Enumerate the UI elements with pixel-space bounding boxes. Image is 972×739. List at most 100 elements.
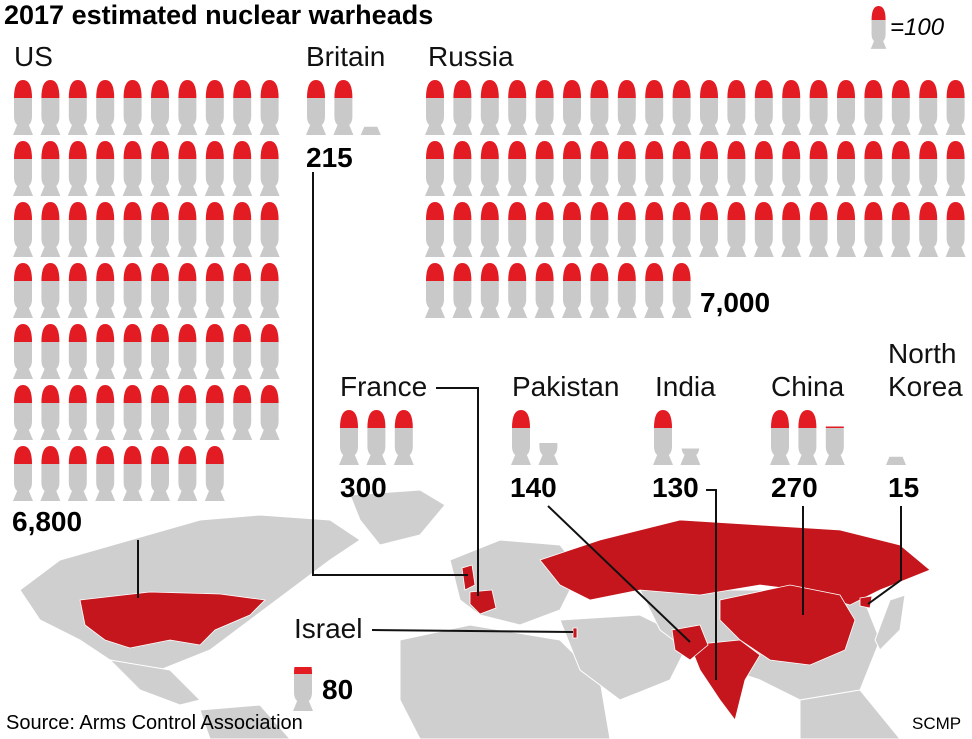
warhead-icon — [122, 446, 143, 501]
warhead-fins — [232, 428, 253, 440]
warhead-fins — [393, 453, 414, 465]
warhead-nose — [178, 141, 197, 159]
warhead-icon — [644, 263, 665, 318]
warhead-body — [41, 342, 60, 370]
warhead-body — [563, 220, 581, 248]
warhead-body — [727, 98, 746, 126]
warhead-body — [233, 159, 252, 187]
warhead-body — [480, 281, 499, 309]
warhead-nose — [590, 80, 609, 98]
warhead-icon — [726, 80, 747, 135]
warhead-body — [41, 220, 60, 248]
warhead-body — [260, 98, 279, 126]
warhead-icon — [479, 202, 500, 257]
warhead-nose — [727, 141, 746, 159]
warhead-icon — [232, 202, 253, 257]
warhead-body — [123, 98, 142, 126]
warhead-nose — [535, 202, 554, 220]
warhead-nose — [68, 202, 87, 220]
warhead-fins — [507, 245, 528, 257]
warhead-nose — [205, 141, 224, 159]
category-label: North Korea — [888, 338, 963, 402]
warhead-icon — [13, 324, 33, 379]
warhead-body — [871, 20, 886, 42]
warhead-icon — [824, 426, 845, 465]
warhead-fins — [13, 489, 33, 501]
warhead-fins — [40, 245, 61, 257]
warhead-nose — [590, 263, 609, 281]
warhead-icon — [150, 80, 170, 135]
warhead-nose — [754, 80, 773, 98]
warhead-nose — [68, 446, 87, 464]
warhead-nose — [672, 202, 691, 220]
warhead-fins — [452, 245, 473, 257]
warhead-fins — [232, 245, 253, 257]
warhead-icon — [589, 263, 610, 318]
warhead-nose — [563, 141, 581, 159]
warhead-icon — [452, 141, 473, 196]
warhead-group — [653, 410, 701, 465]
warhead-body — [891, 98, 910, 126]
warhead-nose — [260, 324, 279, 342]
warhead-fins — [204, 123, 225, 135]
warhead-icon — [918, 80, 939, 135]
warhead-nose — [825, 426, 844, 428]
warhead-body — [260, 220, 279, 248]
warhead-body — [68, 159, 87, 187]
warhead-nose — [563, 80, 581, 98]
warhead-nose — [68, 263, 87, 281]
warhead-nose — [68, 385, 87, 403]
southeast-asia — [799, 689, 901, 739]
pakistan-leader — [547, 505, 691, 643]
warhead-body — [782, 159, 801, 187]
warhead-body — [307, 98, 325, 126]
warhead-icon — [671, 141, 692, 196]
warhead-icon — [122, 141, 143, 196]
warhead-icon — [753, 80, 774, 135]
warhead-fins — [562, 245, 582, 257]
warhead-fins — [886, 456, 906, 465]
warhead-nose — [617, 80, 636, 98]
warhead-body — [798, 428, 817, 456]
warhead-nose — [727, 80, 746, 98]
france-map — [469, 589, 497, 615]
warhead-nose — [68, 80, 87, 98]
warhead-body — [727, 220, 746, 248]
warhead-body — [837, 159, 855, 187]
britain-map — [461, 564, 476, 591]
warhead-nose — [891, 202, 910, 220]
warhead-fins — [863, 123, 884, 135]
warhead-fins — [479, 245, 500, 257]
warhead-fins — [177, 428, 198, 440]
warhead-body — [205, 98, 224, 126]
warhead-body — [123, 159, 142, 187]
warhead-body — [41, 281, 60, 309]
warhead-nose — [41, 141, 60, 159]
warhead-nose — [260, 202, 279, 220]
warhead-fins — [232, 123, 253, 135]
warhead-nose — [96, 202, 115, 220]
warhead-body — [771, 428, 789, 456]
warhead-body — [617, 98, 636, 126]
warhead-icon — [40, 263, 61, 318]
warhead-nose — [672, 263, 691, 281]
warhead-fins — [177, 184, 198, 196]
india-map — [689, 639, 761, 721]
warhead-fins — [653, 453, 673, 465]
warhead-nose — [14, 263, 32, 281]
warhead-fins — [511, 453, 531, 465]
warhead-icon — [366, 410, 387, 465]
north-korea-map — [859, 595, 873, 609]
warhead-body — [340, 428, 358, 456]
warhead-icon — [534, 263, 555, 318]
warhead-fins — [836, 123, 856, 135]
china-map — [719, 584, 856, 666]
warhead-nose — [96, 446, 115, 464]
warhead-fins — [122, 123, 143, 135]
warhead-nose — [233, 324, 252, 342]
warhead-body — [96, 464, 115, 492]
warhead-nose — [41, 385, 60, 403]
warhead-body — [891, 220, 910, 248]
warhead-body — [672, 281, 691, 309]
warhead-nose — [123, 141, 142, 159]
